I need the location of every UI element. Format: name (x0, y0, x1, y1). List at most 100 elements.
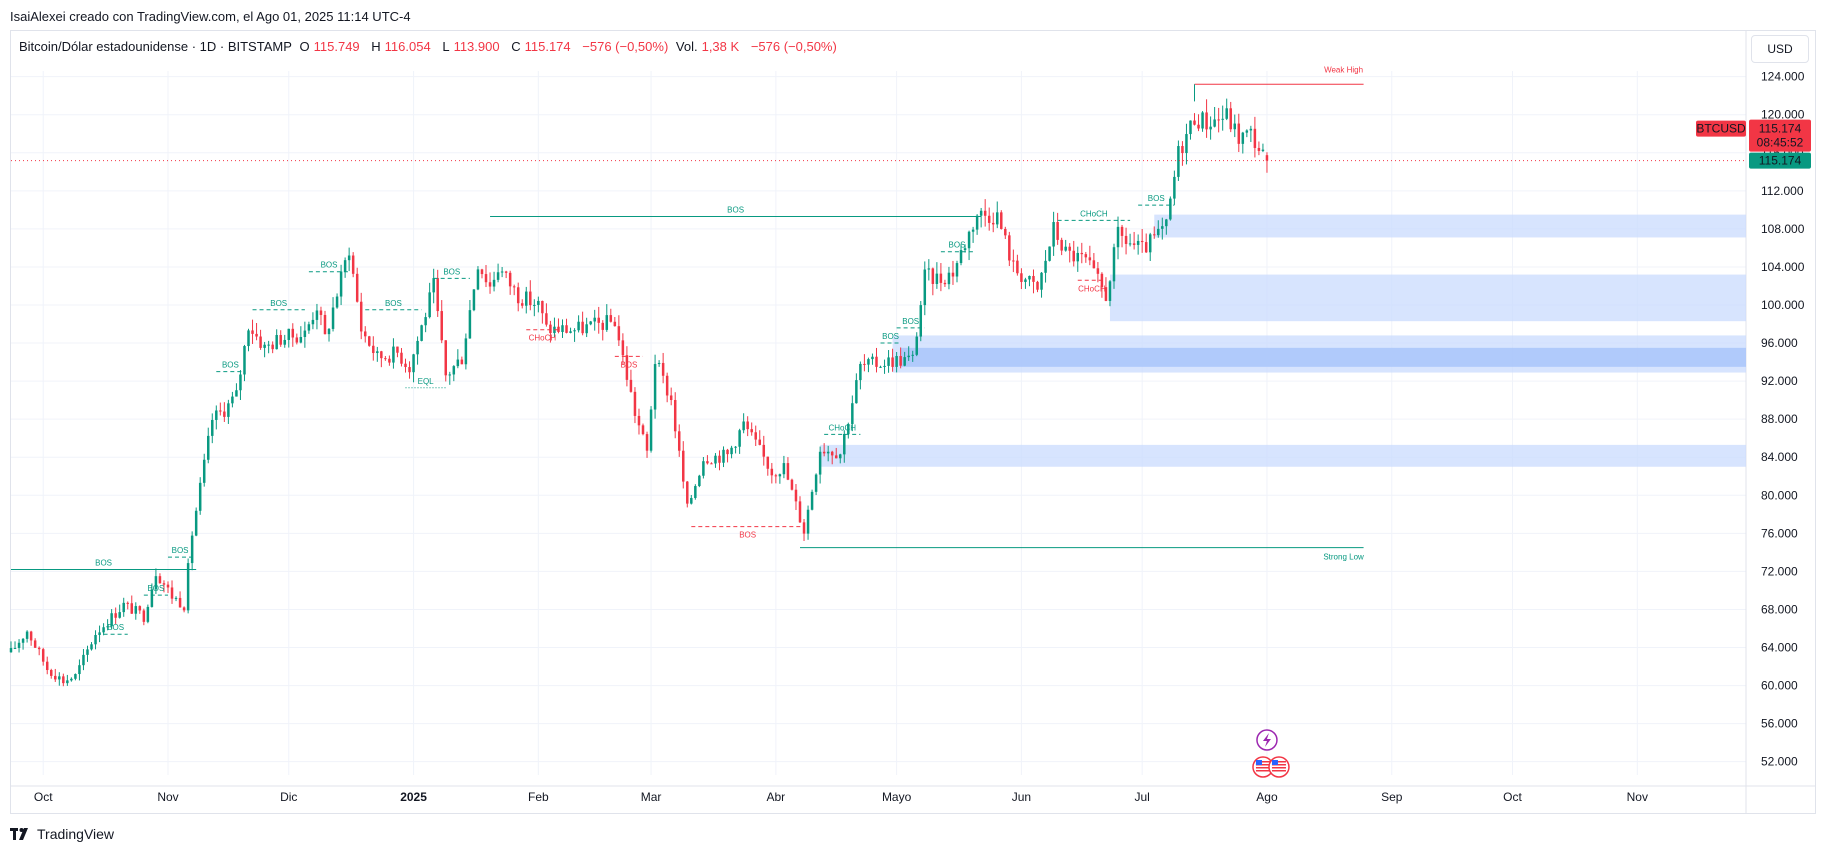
candle-up (730, 447, 733, 455)
candle-down (319, 310, 323, 315)
candle-down (549, 324, 552, 334)
candle-down (983, 210, 987, 216)
order-block-zone (900, 347, 1746, 367)
candle-down (50, 670, 53, 676)
structure-label: BOS (147, 584, 164, 593)
close-value: 115.174 (524, 39, 571, 54)
y-tick-label: 76.000 (1761, 526, 1798, 540)
candle-down (661, 362, 665, 376)
candle-down (380, 351, 383, 359)
candle-down (665, 375, 669, 396)
candle-down (114, 613, 117, 618)
candle-down (875, 356, 878, 367)
structure-label: BOS (270, 299, 287, 308)
candle-down (1153, 234, 1156, 236)
symbol-title[interactable]: Bitcoin/Dólar estadounidense · 1D · BITS… (19, 39, 292, 54)
candle-up (243, 346, 246, 375)
y-tick-label: 124.000 (1761, 70, 1805, 84)
candle-up (106, 626, 109, 628)
candle-up (963, 248, 967, 251)
last-price-value: 115.174 (1759, 122, 1802, 136)
x-tick-label: Nov (157, 790, 178, 804)
low-label: L (442, 39, 450, 54)
candle-down (484, 274, 488, 283)
us-flag-stripe (1271, 767, 1286, 769)
chart-byline: IsaiAlexei creado con TradingView.com, e… (10, 9, 411, 24)
candle-up (82, 654, 85, 666)
candle-down (1084, 254, 1088, 258)
candle-down (400, 352, 403, 364)
candle-up (21, 638, 25, 643)
lightning-event-icon[interactable] (1256, 729, 1278, 751)
candle-up (1261, 149, 1265, 151)
structure-label: EQL (418, 377, 435, 386)
tradingview-brand[interactable]: TradingView (10, 826, 114, 842)
candle-up (851, 403, 854, 424)
candle-up (569, 331, 572, 333)
candle-up (1024, 279, 1027, 282)
candle-up (1169, 198, 1172, 220)
open-label: O (299, 39, 310, 54)
candle-up (605, 315, 609, 330)
candle-down (291, 328, 295, 338)
candle-up (879, 366, 882, 368)
candle-up (1245, 130, 1249, 133)
candle-down (1104, 287, 1108, 301)
candle-up (577, 321, 580, 331)
candle-down (359, 301, 363, 332)
candle-down (1088, 257, 1092, 261)
candle-up (843, 433, 846, 455)
y-tick-label: 88.000 (1761, 412, 1798, 426)
candle-up (134, 606, 138, 614)
candle-up (1173, 176, 1176, 199)
us-flag-stripe (1271, 761, 1286, 763)
candle-up (722, 449, 725, 463)
candle-up (1028, 275, 1031, 280)
x-tick-label: 2025 (400, 790, 427, 804)
candle-down (1080, 252, 1084, 255)
candle-up (102, 627, 105, 633)
candle-up (919, 305, 923, 337)
x-tick-label: Mayo (882, 790, 912, 804)
candle-up (98, 632, 101, 635)
candle-up (1161, 226, 1164, 229)
candle-down (182, 607, 186, 611)
symbol-tag-label: BTCUSD (1696, 122, 1746, 136)
candle-up (887, 357, 890, 366)
candle-down (754, 432, 757, 440)
high-value: 116.054 (384, 39, 431, 54)
candle-down (762, 444, 766, 457)
candle-up (275, 335, 278, 350)
candle-up (826, 451, 830, 454)
candle-up (78, 665, 81, 675)
candle-up (376, 351, 379, 354)
candle-down (396, 346, 399, 353)
candle-down (1072, 250, 1075, 262)
us-economic-event-icon[interactable] (1252, 756, 1290, 778)
candle-up (207, 435, 210, 460)
candle-down (480, 269, 484, 275)
us-flag-canton (1271, 760, 1278, 765)
y-tick-label: 108.000 (1761, 222, 1805, 236)
candle-up (420, 325, 423, 341)
candle-down (786, 463, 790, 480)
candle-up (174, 597, 178, 599)
currency-button[interactable]: USD (1751, 35, 1809, 63)
candle-up (500, 271, 504, 273)
candle-up (778, 474, 782, 477)
structure-label: BOS (107, 623, 124, 632)
candle-down (1004, 228, 1007, 236)
order-block-zone (820, 444, 1746, 467)
candle-down (633, 391, 637, 416)
lightning-icon (1262, 733, 1271, 747)
candle-down (1181, 146, 1184, 154)
candle-down (1096, 268, 1100, 274)
candle-up (806, 509, 810, 534)
x-tick-label: Feb (528, 790, 549, 804)
brand-name: TradingView (37, 826, 115, 842)
candle-down (891, 357, 894, 367)
candle-down (798, 501, 802, 523)
candle-up (186, 563, 190, 611)
candle-up (231, 396, 234, 404)
